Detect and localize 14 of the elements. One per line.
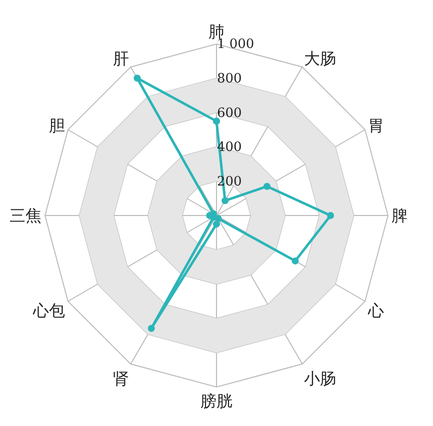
spoke-label: 肾 (112, 368, 129, 388)
spoke-label: 脾 (392, 206, 408, 226)
spoke-label: 心 (367, 300, 384, 320)
spoke-label: 大肠 (304, 48, 336, 68)
y-tick-label: 800 (217, 72, 242, 87)
spoke-label: 胃 (368, 116, 384, 136)
spoke-label: 胆 (48, 116, 65, 136)
spoke-label: 膀胱 (200, 392, 232, 411)
spoke-label: 小肠 (304, 368, 336, 388)
spoke-label: 心包 (32, 300, 65, 320)
spoke-label: 三焦 (9, 206, 42, 226)
y-tick-label: 1 000 (217, 37, 254, 52)
spoke-label: 肝 (112, 48, 129, 68)
y-tick-label: 600 (217, 106, 242, 121)
